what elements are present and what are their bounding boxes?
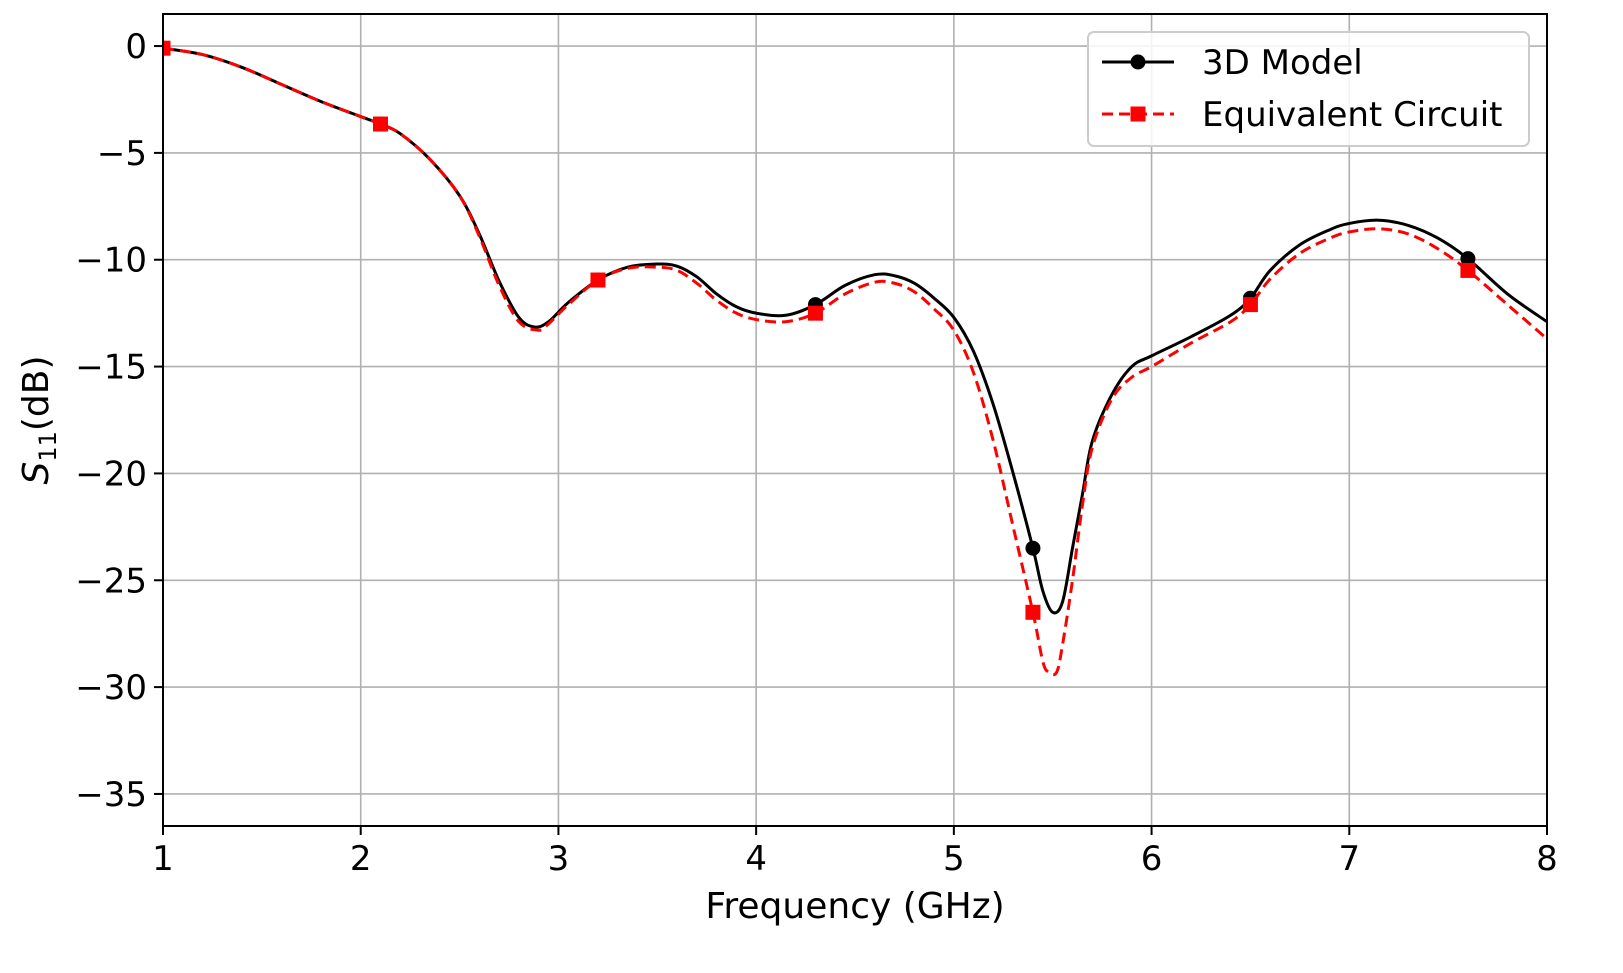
x-axis-ticks: 1 2 3 4 5 6 7 8 [152,826,1558,879]
x-tick-label: 5 [943,839,965,879]
3d-model-marker [1460,251,1476,267]
x-tick-label: 1 [152,839,174,879]
legend: 3D Model Equivalent Circuit [1087,31,1530,147]
x-tick-label: 3 [548,839,570,879]
series-layer [163,40,1547,677]
legend-marker-equivalent-circuit [1130,106,1146,122]
x-tick-label: 7 [1338,839,1360,879]
x-axis-label: Frequency (GHz) [705,886,1004,927]
y-axis-label-subscript: 11 [34,431,62,462]
equivalent-circuit-marker [1242,297,1258,313]
equivalent-circuit-marker [1025,604,1041,620]
equivalent-circuit-marker [807,305,823,321]
x-tick-label: 4 [745,839,767,879]
y-tick-label: −25 [75,561,147,601]
y-tick-label: −20 [75,454,147,494]
equivalent-circuit-marker [590,272,606,288]
legend-label-3d-model: 3D Model [1202,43,1363,83]
y-axis-label-unit: (dB) [16,355,57,431]
legend-marker-3d-model [1130,54,1146,70]
y-axis-label-base: S [16,462,57,485]
y-tick-label: 0 [125,27,147,67]
x-tick-label: 6 [1141,839,1163,879]
y-tick-label: −5 [97,134,147,174]
equivalent-circuit-marker [372,116,388,132]
grid [162,14,1548,826]
x-tick-label: 2 [350,839,372,879]
y-axis-ticks: 0 −5 −10 −15 −20 −25 −30 −35 [75,27,163,815]
legend-label-equivalent-circuit: Equivalent Circuit [1202,95,1503,135]
y-tick-label: −15 [75,348,147,388]
y-tick-label: −30 [75,668,147,708]
3d-model-marker [1025,540,1041,556]
equivalent-circuit-line [163,46,1547,677]
y-axis-label: S11(dB) [16,355,62,484]
y-tick-label: −35 [75,775,147,815]
equivalent-circuit-marker [1460,262,1476,278]
series-equivalent-circuit [163,40,1547,677]
x-tick-label: 8 [1536,839,1558,879]
equivalent-circuit-marker [163,40,171,56]
plot-frame [162,13,1548,827]
legend-box [1087,31,1530,147]
y-tick-label: −10 [75,241,147,281]
